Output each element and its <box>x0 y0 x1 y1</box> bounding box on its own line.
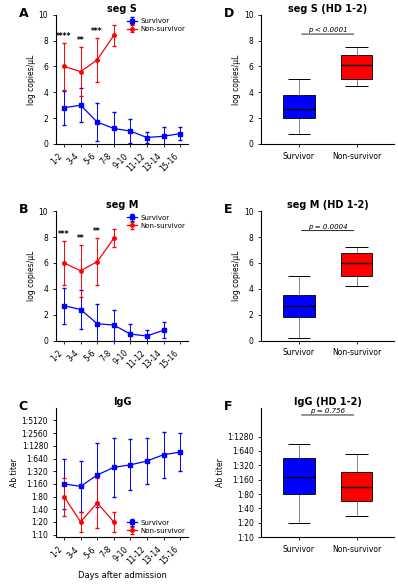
Title: IgG (HD 1-2): IgG (HD 1-2) <box>294 397 362 407</box>
Legend: Survivor, Non-survivor: Survivor, Non-survivor <box>127 215 185 229</box>
Title: IgG: IgG <box>113 397 131 407</box>
Text: p = 0.0004: p = 0.0004 <box>308 224 347 230</box>
Text: E: E <box>224 204 233 217</box>
Y-axis label: log copies/μL: log copies/μL <box>232 251 241 301</box>
Y-axis label: log copies/μL: log copies/μL <box>232 54 241 104</box>
Y-axis label: log copies/μL: log copies/μL <box>27 54 36 104</box>
Y-axis label: Ab titer: Ab titer <box>10 458 19 487</box>
Bar <box>341 252 373 276</box>
Legend: Survivor, Non-survivor: Survivor, Non-survivor <box>127 519 185 534</box>
Text: **: ** <box>77 234 84 243</box>
Y-axis label: Ab titer: Ab titer <box>216 458 224 487</box>
Text: p = 0.756: p = 0.756 <box>310 408 345 414</box>
Title: seg M: seg M <box>106 200 138 211</box>
Text: A: A <box>19 7 28 20</box>
Legend: Survivor, Non-survivor: Survivor, Non-survivor <box>127 18 185 32</box>
X-axis label: Days after admission: Days after admission <box>78 571 166 580</box>
Text: C: C <box>19 400 28 413</box>
Bar <box>283 295 315 317</box>
Bar <box>341 55 373 79</box>
Text: ***: *** <box>92 27 103 36</box>
Text: ***: *** <box>58 230 70 239</box>
Text: **: ** <box>93 227 101 237</box>
Text: **: ** <box>77 36 84 45</box>
Text: D: D <box>224 7 234 20</box>
Text: F: F <box>224 400 233 413</box>
Title: seg S: seg S <box>107 4 137 14</box>
Bar <box>341 473 373 501</box>
Text: p < 0.0001: p < 0.0001 <box>308 28 347 33</box>
Text: B: B <box>19 204 28 217</box>
Bar <box>283 458 315 494</box>
Title: seg S (HD 1-2): seg S (HD 1-2) <box>288 4 367 14</box>
Y-axis label: log copies/μL: log copies/μL <box>27 251 36 301</box>
Title: seg M (HD 1-2): seg M (HD 1-2) <box>287 200 369 211</box>
Text: ****: **** <box>56 32 72 41</box>
Bar <box>283 95 315 118</box>
